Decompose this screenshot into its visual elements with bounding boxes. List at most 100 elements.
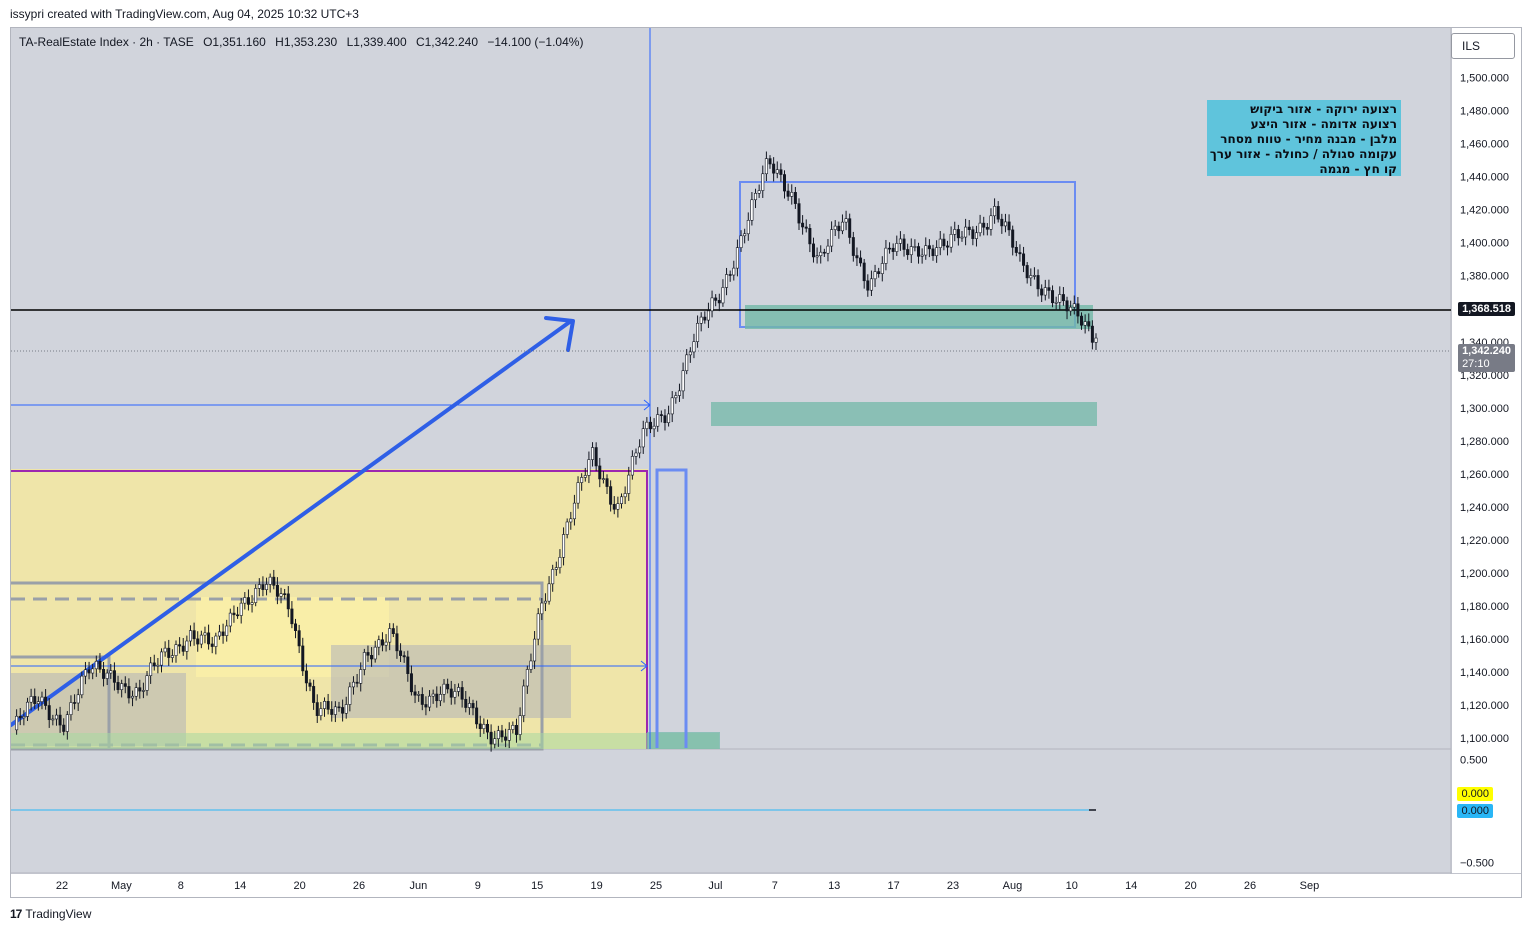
price-tick-label: 1,260.000 [1460, 469, 1509, 481]
candle-body [898, 238, 902, 244]
candle-body [888, 247, 892, 250]
candle-body [261, 584, 265, 590]
key-level-tag: 1,368.518 [1458, 302, 1515, 316]
oscillator-tick-label: 0.500 [1460, 754, 1488, 766]
candle-body [160, 651, 164, 666]
symbol-legend: TA-RealEstate Index · 2h · TASE O1,351.1… [19, 35, 589, 49]
candle-body [652, 425, 656, 430]
candle-body [645, 421, 649, 430]
candle-body [833, 225, 837, 230]
candle-body [384, 641, 388, 646]
candle-body [221, 631, 225, 636]
candle-body [283, 593, 287, 595]
price-tick-label: 1,180.000 [1460, 601, 1509, 613]
candle-body [848, 218, 852, 238]
candle-body [670, 397, 674, 415]
candle-body [989, 215, 993, 230]
candle-body [333, 706, 337, 715]
legend-change: −14.100 (−1.04%) [487, 35, 584, 49]
candle-body [268, 576, 272, 585]
tradingview-logo[interactable]: 17 TradingView [10, 907, 91, 921]
candle-body [428, 695, 432, 708]
candle-body [391, 628, 395, 634]
candle-body [370, 655, 374, 660]
price-scale-bg [1452, 28, 1521, 873]
candle-body [750, 199, 754, 221]
candle-body [272, 576, 276, 586]
price-tick-label: 1,480.000 [1460, 106, 1509, 118]
candle-body [58, 714, 62, 726]
candle-body [141, 690, 145, 692]
candle-body [993, 206, 997, 217]
candle-body [703, 316, 707, 321]
candle-body [1076, 303, 1080, 317]
candle-body [953, 229, 957, 235]
candle-body [873, 271, 877, 280]
candle-body [25, 701, 29, 717]
candle-body [22, 716, 26, 719]
candle-body [33, 696, 37, 704]
candle-body [1022, 253, 1026, 266]
note-line: רצועה ירוקה - אזור ביקוש [1250, 102, 1397, 116]
candle-body [388, 628, 392, 643]
candle-body [207, 632, 211, 645]
candle-body [351, 681, 355, 688]
candle-body [996, 206, 1000, 220]
legend-high: H1,353.230 [275, 35, 338, 49]
price-tick-label: 1,200.000 [1460, 568, 1509, 580]
candle-body [877, 271, 881, 274]
candle-body [985, 226, 989, 230]
price-tick-label: 1,460.000 [1460, 139, 1509, 151]
candle-body [630, 456, 634, 476]
candle-body [127, 686, 131, 699]
candle-body [120, 683, 124, 690]
candle-body [44, 696, 48, 706]
price-tick-label: 1,100.000 [1460, 733, 1509, 745]
candle-body [830, 229, 834, 247]
chart-frame[interactable]: 1,520.0001,500.0001,480.0001,460.0001,44… [10, 27, 1522, 898]
price-chart[interactable]: 1,520.0001,500.0001,480.0001,460.0001,44… [11, 28, 1521, 897]
candle-body [449, 688, 453, 698]
candle-body [105, 672, 109, 679]
price-tick-label: 1,140.000 [1460, 667, 1509, 679]
candle-body [623, 493, 627, 498]
note-line: רצועה אדומה - אזור היצע [1250, 117, 1397, 131]
price-tick-label: 1,440.000 [1460, 172, 1509, 184]
currency-button[interactable]: ILS [1451, 33, 1515, 59]
candle-body [627, 474, 631, 494]
candle-body [380, 639, 384, 646]
candle-body [811, 243, 815, 258]
candle-body [460, 687, 464, 700]
candle-body [1058, 294, 1062, 303]
candle-body [739, 235, 743, 248]
candle-body [29, 696, 33, 703]
legend-close: C1,342.240 [415, 35, 479, 49]
candle-body [485, 723, 489, 733]
candle-body [909, 246, 913, 256]
legend-note-box: רצועה ירוקה - אזור ביקוש רצועה אדומה - א… [1207, 100, 1401, 176]
candle-body [605, 478, 609, 487]
candle-body [196, 638, 200, 645]
candle-body [73, 702, 77, 704]
candle-body [65, 714, 69, 732]
candle-body [297, 630, 301, 647]
candle-body [420, 694, 424, 705]
candle-body [174, 644, 178, 656]
candle-body [315, 702, 319, 716]
candle-body [228, 612, 232, 627]
candle-body [312, 686, 316, 703]
candle-body [964, 226, 968, 238]
candle-body [688, 351, 692, 356]
candle-body [551, 569, 555, 585]
candle-body [696, 323, 700, 342]
trend-arrow [11, 319, 573, 727]
candle-body [1094, 337, 1098, 343]
time-tick-label: 14 [234, 880, 246, 892]
candle-body [406, 656, 410, 674]
candle-body [855, 255, 859, 259]
oscillator-tick-label: −0.500 [1460, 858, 1494, 870]
candle-body [982, 222, 986, 228]
candle-body [721, 287, 725, 304]
candle-body [826, 245, 830, 254]
candle-body [395, 633, 399, 652]
